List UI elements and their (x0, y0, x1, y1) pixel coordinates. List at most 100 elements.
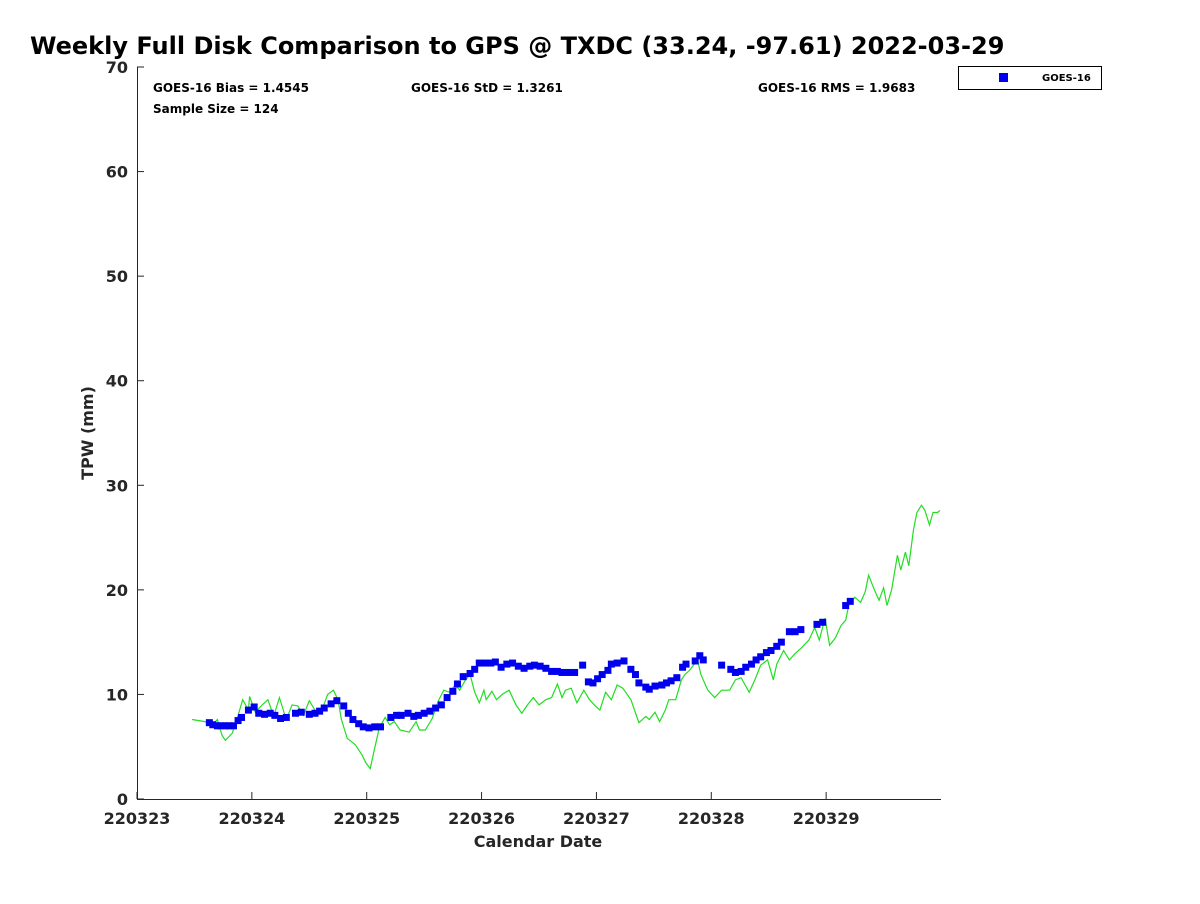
goes-data-point (217, 722, 225, 730)
goes-data-point (466, 670, 474, 678)
goes-data-point (397, 711, 405, 719)
goes-data-point (777, 638, 785, 646)
goes-data-point (842, 602, 850, 610)
legend-box (958, 66, 1102, 90)
goes-data-point (785, 628, 793, 636)
goes-data-point (635, 679, 643, 687)
x-axis-label: Calendar Date (474, 832, 603, 851)
goes-data-point (292, 709, 300, 717)
goes-data-point (238, 713, 246, 721)
goes-data-point (718, 661, 726, 669)
goes-data-point (598, 671, 606, 679)
goes-data-point (571, 668, 579, 676)
goes-data-point (365, 724, 373, 732)
gps-series (192, 504, 941, 771)
goes-data-point (340, 702, 348, 710)
goes-data-point (613, 659, 621, 667)
goes-data-point (797, 626, 805, 634)
goes-data-point (607, 660, 615, 668)
y-tick-label: 30 (106, 476, 128, 495)
y-tick-label: 20 (106, 581, 128, 600)
y-tick-label: 50 (106, 267, 128, 286)
goes-data-point (846, 597, 854, 605)
goes-data-point (699, 656, 707, 664)
goes-data-point (594, 675, 602, 683)
goes-data-point (631, 671, 639, 679)
y-tick-label: 10 (106, 685, 128, 704)
legend-label: GOES-16 (1042, 73, 1091, 84)
goes-data-point (320, 704, 328, 712)
goes-data-point (209, 721, 217, 729)
y-axis-label: TPW (mm) (78, 386, 97, 480)
axes: 0 10 20 30 40 50 60 70 220323 220324 220325 220326 2… (104, 58, 941, 828)
goes-data-point (327, 700, 335, 708)
goes-data-point (414, 711, 422, 719)
x-tick-label: 220324 (218, 809, 285, 828)
goes-data-point (731, 668, 739, 676)
goes-data-point (481, 659, 489, 667)
goes-data-point (673, 674, 681, 682)
goes-data-point (387, 713, 395, 721)
goes-data-point (371, 723, 379, 731)
goes-data-point (475, 659, 483, 667)
goes-data-point (266, 709, 274, 717)
goes-data-point (229, 722, 237, 730)
goes-data-point (355, 720, 363, 728)
goes-data-point (497, 663, 505, 671)
goes-data-point (737, 667, 745, 675)
goes-data-point (742, 663, 750, 671)
goes-data-point (443, 694, 451, 702)
goes-data-point (579, 661, 587, 669)
goes-data-point (437, 701, 445, 709)
chart-title: Weekly Full Disk Comparison to GPS @ TXD… (30, 32, 1004, 60)
goes-data-point (589, 679, 597, 687)
gps-line (192, 504, 941, 771)
goes-data-point (645, 685, 653, 693)
x-tick-label: 220325 (333, 809, 400, 828)
goes-data-point (682, 660, 690, 668)
goes-data-point (509, 659, 517, 667)
goes-data-point (813, 620, 821, 628)
goes-data-point (404, 709, 412, 717)
goes-data-point (767, 647, 775, 655)
goes-data-point (667, 677, 675, 685)
goes-data-point (255, 709, 263, 717)
y-tick-label: 0 (117, 790, 128, 809)
goes-data-point (432, 704, 440, 712)
goes-data-point (662, 679, 670, 687)
legend: GOES-16 (958, 66, 1102, 90)
sample-size-stat: Sample Size = 124 (153, 102, 279, 116)
goes-data-point (305, 710, 313, 718)
goes-data-point (349, 716, 357, 724)
bias-stat: GOES-16 Bias = 1.4545 (153, 81, 309, 95)
x-tick-label: 220326 (448, 809, 515, 828)
goes-data-point (471, 665, 479, 673)
goes-data-point (503, 660, 511, 668)
goes-data-point (491, 658, 499, 666)
goes-data-point (459, 673, 467, 681)
goes-data-point (344, 709, 352, 717)
goes-data-point (791, 628, 799, 636)
goes-data-point (762, 649, 770, 657)
goes-data-point (819, 618, 827, 626)
goes-data-point (620, 657, 628, 665)
goes-data-point (542, 664, 550, 672)
goes-data-point (297, 708, 305, 716)
rms-stat: GOES-16 RMS = 1.9683 (758, 81, 915, 95)
goes-data-point (410, 712, 418, 720)
goes-data-point (536, 662, 544, 670)
goes-data-point (565, 668, 573, 676)
goes-data-point (282, 713, 290, 721)
goes-data-point (530, 661, 538, 669)
y-tick-label: 60 (106, 163, 128, 182)
goes-data-point (558, 668, 566, 676)
goes-data-point (691, 657, 699, 665)
goes-data-point (487, 659, 495, 667)
goes-data-point (627, 665, 635, 673)
goes-data-point (727, 665, 735, 673)
y-tick-label: 40 (106, 372, 128, 391)
goes-data-point (271, 711, 279, 719)
goes-data-point (453, 680, 461, 688)
goes-data-point (514, 662, 522, 670)
goes-data-point (260, 710, 268, 718)
